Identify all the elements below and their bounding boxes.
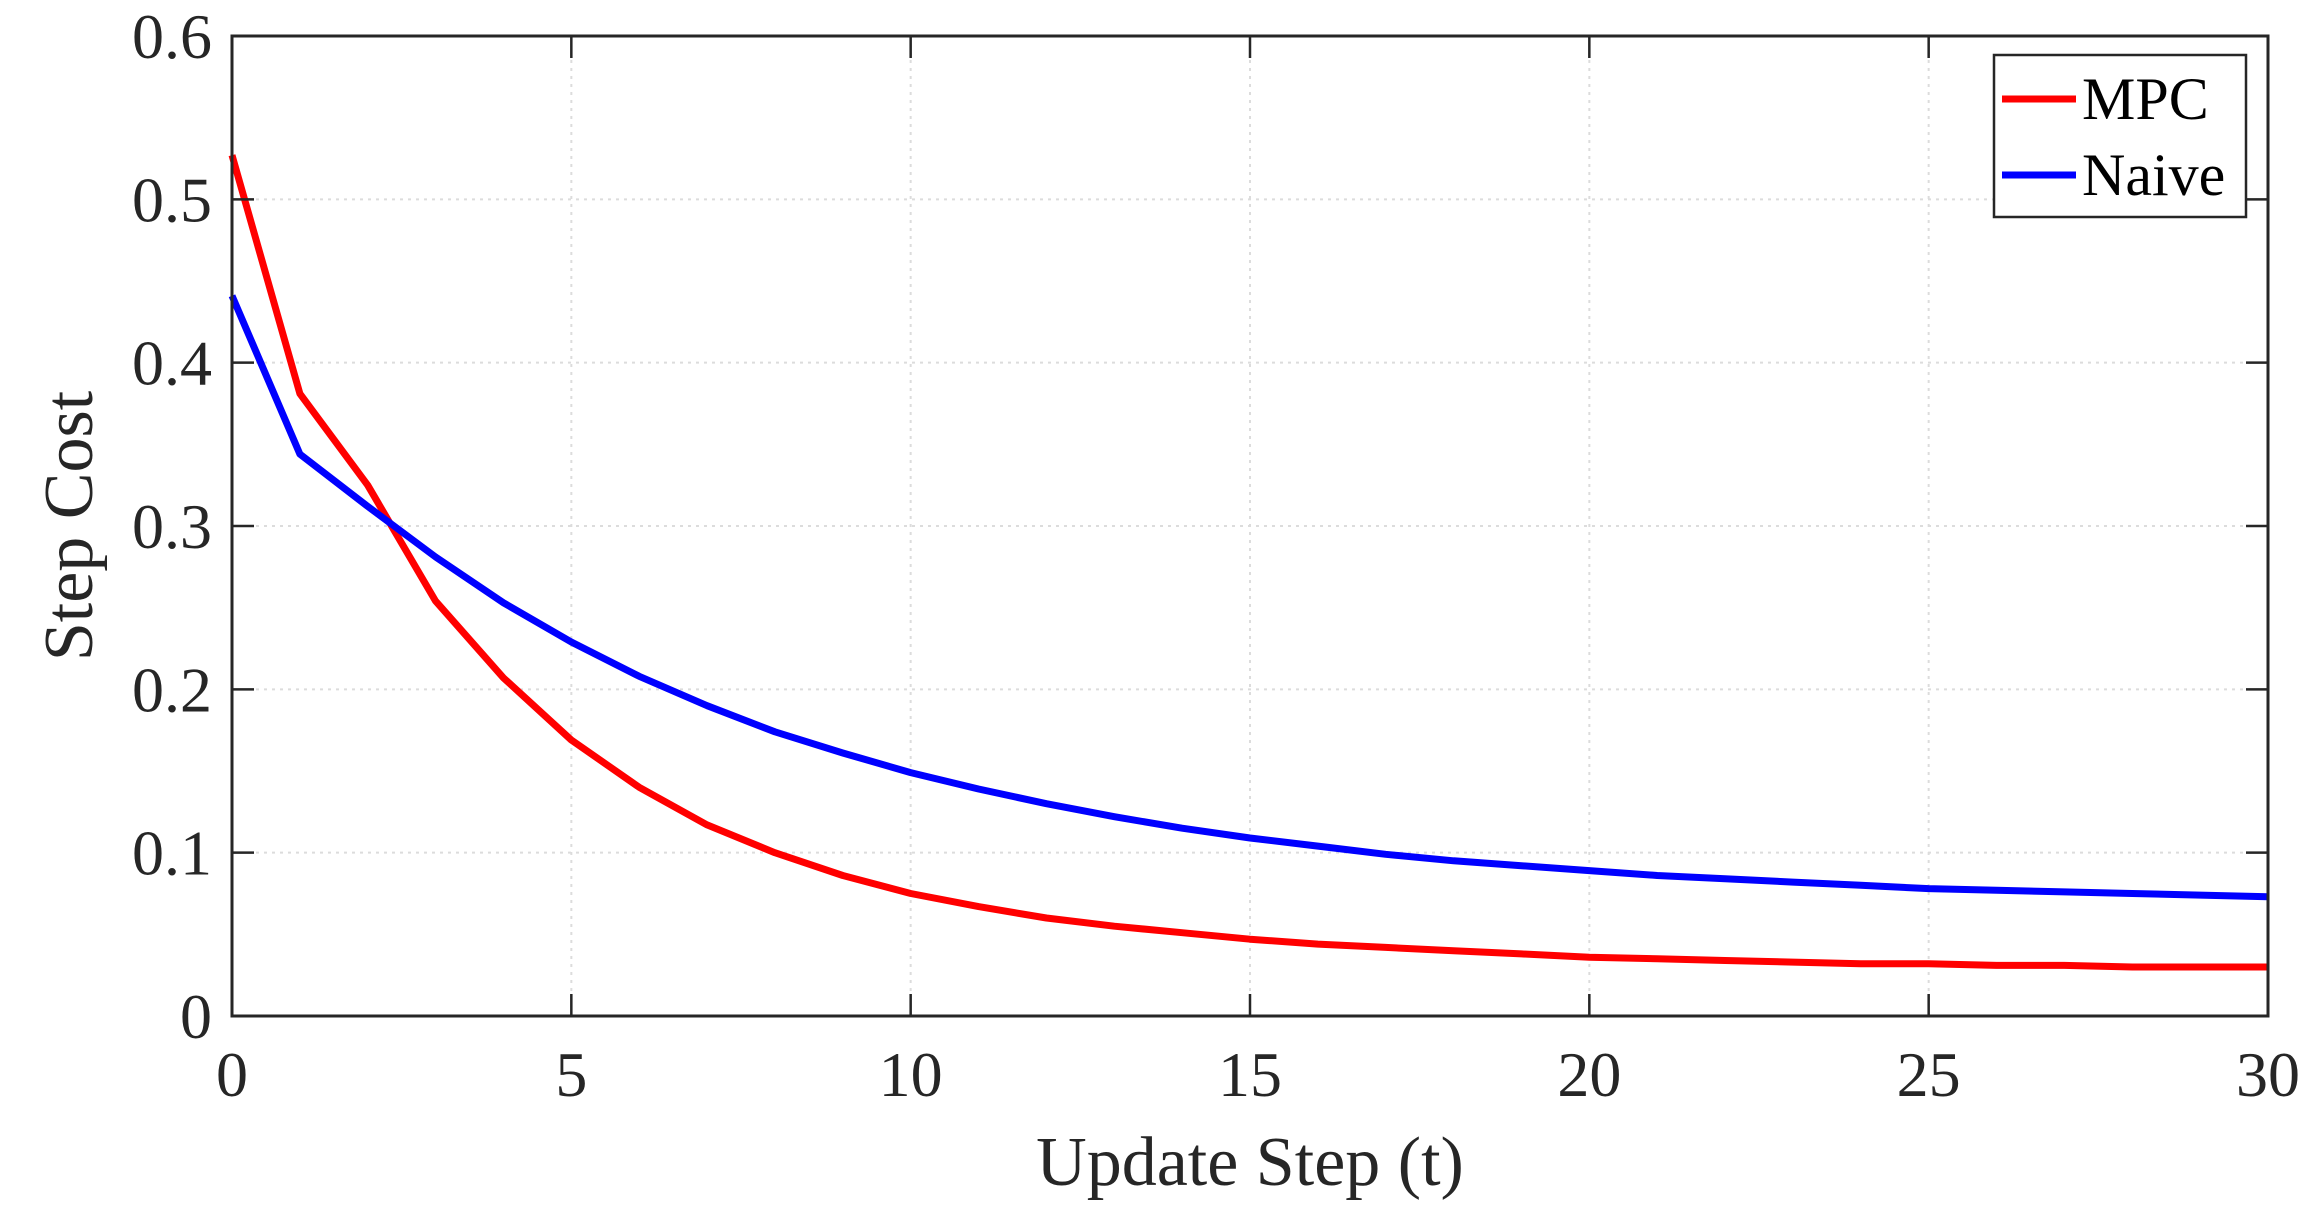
series-layer <box>228 154 2269 971</box>
legend-label-mpc: MPC <box>2082 66 2209 132</box>
x-tick-label: 30 <box>2236 1039 2300 1110</box>
y-tick-label: 0.6 <box>132 1 212 72</box>
y-tick-label: 0.4 <box>132 328 212 399</box>
y-tick-label: 0 <box>180 981 212 1052</box>
grid-lines <box>231 35 2269 1017</box>
legend-box <box>1992 53 2248 219</box>
x-tick-label: 10 <box>879 1039 943 1110</box>
y-tick-labels: 0 0.1 0.2 0.3 0.4 0.5 0.6 <box>132 1 212 1052</box>
x-tick-label: 0 <box>216 1039 248 1110</box>
legend-label-naive: Naive <box>2082 142 2225 208</box>
series-line-naive <box>228 294 2269 901</box>
series-line-mpc <box>228 154 2268 971</box>
y-axis-label: Step Cost <box>31 390 108 661</box>
x-tick-labels: 0 5 10 15 20 25 30 <box>216 1039 2300 1110</box>
x-tick-label: 15 <box>1218 1039 1282 1110</box>
x-axis-label: Update Step (t) <box>1036 1124 1464 1201</box>
tick-marks <box>230 34 2270 1018</box>
x-tick-label: 5 <box>555 1039 587 1110</box>
y-tick-label: 0.5 <box>132 164 212 235</box>
y-tick-label: 0.2 <box>132 654 212 725</box>
y-tick-label: 0.3 <box>132 491 212 562</box>
x-tick-label: 25 <box>1897 1039 1961 1110</box>
x-tick-label: 20 <box>1557 1039 1621 1110</box>
legend: MPC Naive <box>1992 53 2248 219</box>
y-tick-label: 0.1 <box>132 818 212 889</box>
